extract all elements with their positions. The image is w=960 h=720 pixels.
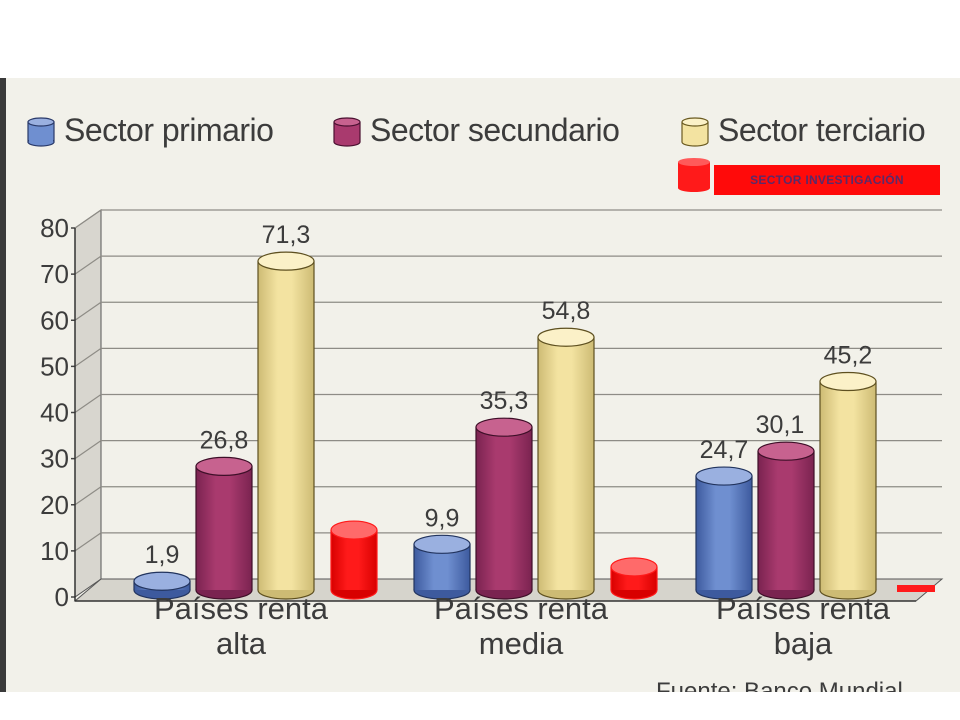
gridline-side	[74, 347, 102, 367]
y-tick-label: 60	[40, 305, 69, 335]
bar-primario	[695, 466, 753, 600]
y-tick-label: 70	[40, 259, 69, 289]
category-label: baja	[774, 626, 833, 661]
data-label: 54,8	[542, 297, 591, 325]
bar-primario	[133, 571, 191, 600]
legend-label-primario: Sector primario	[64, 112, 274, 148]
gridline-side	[74, 532, 102, 552]
data-label: 1,9	[145, 541, 180, 569]
data-label: 30,1	[756, 411, 805, 439]
chart-figure: 0 10 20 30 40 50 60 70 80 1,9 9,9 24,7 26,8 35,3 30,1 7…	[0, 78, 960, 692]
gridline-side	[74, 209, 102, 229]
category-label: Países renta	[434, 591, 609, 626]
legend-label-secundario: Sector secundario	[370, 112, 620, 148]
bar-secundario	[195, 456, 253, 600]
legend-swatch-investigacion	[678, 158, 710, 192]
bar-investigacion	[610, 557, 658, 600]
data-label: 9,9	[425, 504, 460, 532]
category-label: alta	[216, 626, 267, 661]
data-label: 45,2	[824, 342, 873, 370]
y-tick-label: 0	[55, 582, 69, 612]
bar-terciario	[257, 251, 315, 600]
data-label: 26,8	[200, 426, 249, 454]
category-label: Países renta	[154, 591, 329, 626]
legend-swatch-secundario	[333, 117, 361, 147]
legend-swatch-primario	[27, 117, 55, 147]
y-tick-label: 80	[40, 213, 69, 243]
y-tick-label: 10	[40, 536, 69, 566]
gridline-side	[74, 301, 102, 321]
y-tick-label: 50	[40, 351, 69, 381]
bar-primario	[413, 534, 471, 600]
bar-secundario	[757, 441, 815, 600]
data-label: 24,7	[700, 436, 749, 464]
bar-chart: 0 10 20 30 40 50 60 70 80 1,9 9,9 24,7 26,8 35,3 30,1 7…	[40, 209, 944, 661]
data-label: 35,3	[480, 387, 529, 415]
bar-investigacion	[330, 520, 378, 600]
bar-secundario	[475, 417, 533, 600]
source-note: Fuente: Banco Mundial	[656, 678, 903, 692]
bar-terciario	[537, 327, 595, 600]
gridline-side	[74, 255, 102, 275]
gridline-side	[74, 486, 102, 506]
category-label: media	[479, 626, 564, 661]
y-tick-label: 40	[40, 398, 69, 428]
legend-label-terciario: Sector terciario	[718, 112, 926, 148]
bar-terciario	[819, 371, 877, 600]
legend-label-investigacion: SECTOR INVESTIGACIÓN	[714, 165, 940, 195]
legend-swatch-terciario	[681, 117, 709, 147]
y-tick-label: 30	[40, 444, 69, 474]
y-tick-label: 20	[40, 490, 69, 520]
gridline-side	[74, 394, 102, 413]
data-label: 71,3	[262, 221, 311, 249]
gridline-side	[74, 440, 102, 460]
bar-investigacion	[897, 585, 935, 592]
category-label: Países renta	[716, 591, 891, 626]
